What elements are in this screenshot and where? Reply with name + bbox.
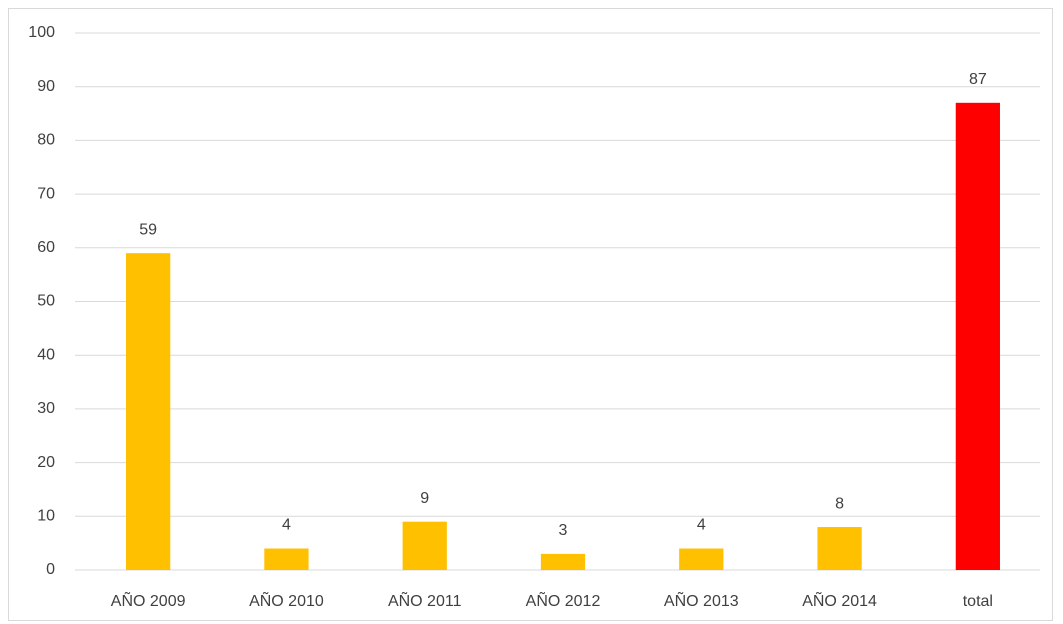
x-tick-label: total [963, 593, 993, 610]
x-tick-label: AÑO 2011 [388, 590, 462, 610]
y-tick-label: 80 [37, 132, 55, 149]
x-tick-label: AÑO 2009 [111, 590, 186, 610]
data-label: 59 [139, 221, 157, 238]
data-label: 9 [420, 490, 429, 507]
y-tick-label: 30 [37, 400, 55, 417]
x-tick-label: AÑO 2013 [664, 590, 739, 610]
bar [955, 102, 1000, 570]
x-tick-label: AÑO 2012 [526, 590, 601, 610]
bar [264, 548, 309, 570]
y-tick-label: 0 [46, 561, 55, 578]
data-label: 4 [697, 517, 706, 534]
bar [679, 548, 724, 570]
data-label: 4 [282, 517, 291, 534]
bar [817, 527, 862, 570]
y-tick-label: 10 [37, 508, 55, 525]
data-label: 3 [559, 522, 568, 539]
y-tick-label: 50 [37, 293, 55, 310]
y-tick-label: 90 [37, 78, 55, 95]
bar [540, 553, 586, 570]
x-tick-label: AÑO 2014 [802, 590, 877, 610]
y-tick-label: 70 [37, 185, 55, 202]
chart-border [8, 8, 1053, 621]
data-label: 8 [835, 495, 844, 512]
y-tick-label: 100 [28, 24, 55, 41]
bar [126, 253, 171, 571]
y-tick-label: 20 [37, 454, 55, 471]
x-tick-label: AÑO 2010 [249, 590, 324, 610]
bar [402, 521, 447, 570]
y-tick-label: 60 [37, 239, 55, 256]
y-tick-label: 40 [37, 346, 55, 363]
data-label: 87 [969, 71, 987, 88]
